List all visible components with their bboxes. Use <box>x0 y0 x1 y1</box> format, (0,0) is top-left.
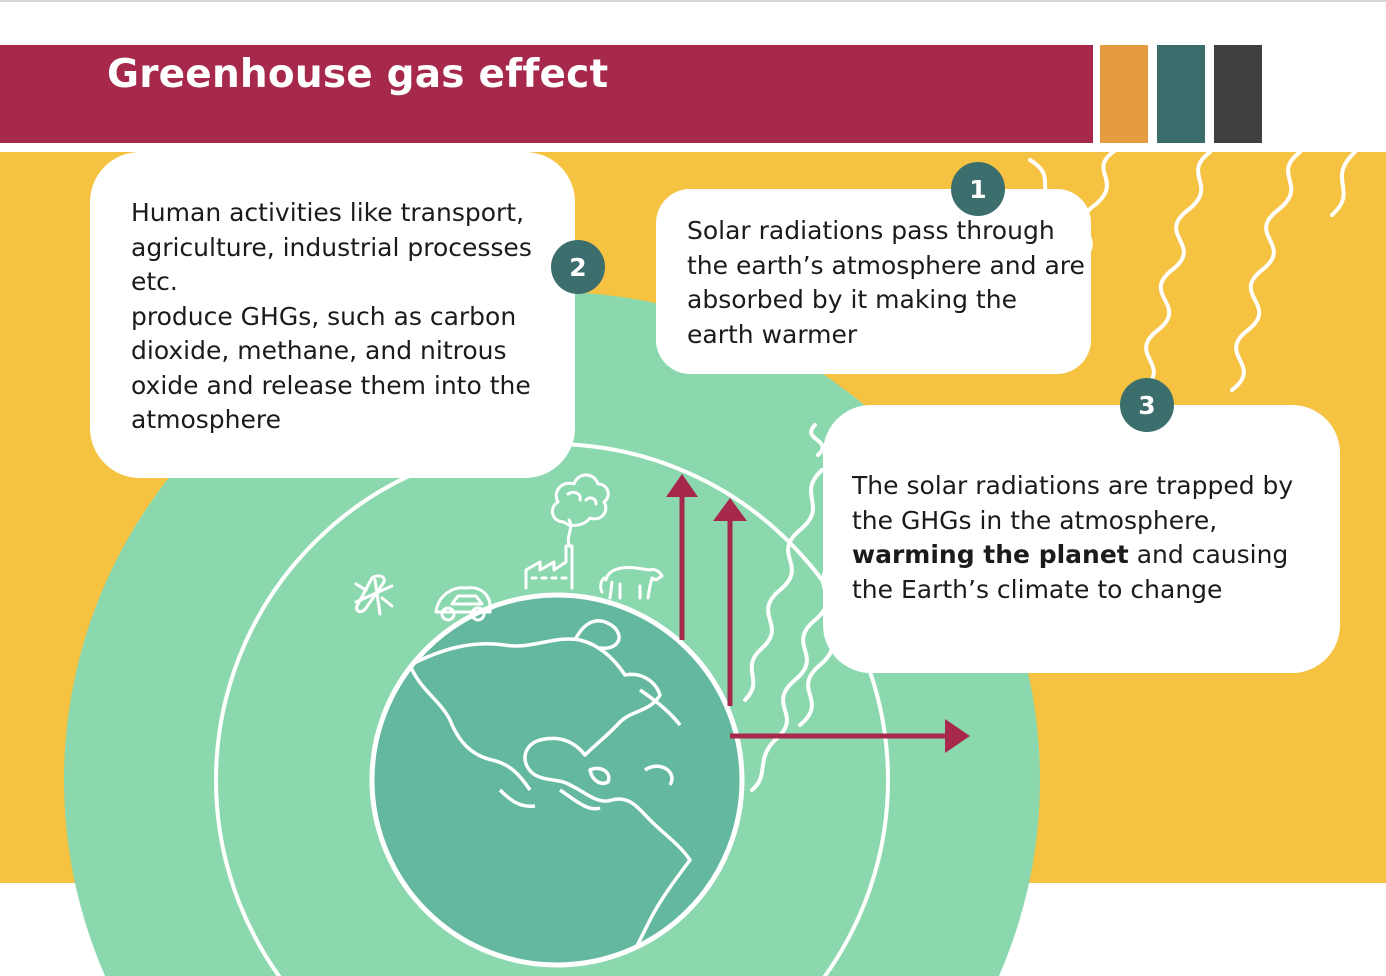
solar-radiation-waves <box>743 148 1357 792</box>
emission-sources <box>354 473 664 622</box>
callout-3-text-end: and causing the Earth’s climate to chang… <box>852 540 1289 604</box>
step-3-badge: 3 <box>1120 378 1174 432</box>
title-bar <box>0 45 1093 143</box>
smoke-cloud-icon <box>550 473 610 527</box>
step-2-badge: 2 <box>551 240 605 294</box>
earth-icon <box>369 592 745 968</box>
top-divider <box>0 0 1386 2</box>
swatch-teal <box>1157 45 1205 143</box>
arrowhead-up-right <box>713 498 747 521</box>
page-title: Greenhouse gas effect <box>107 52 609 97</box>
callout-human-activities: Human activities like transport, agricul… <box>90 152 575 478</box>
callout-solar-radiation: Solar radiations pass through the earth’… <box>656 189 1091 374</box>
swatch-orange <box>1100 45 1148 143</box>
arrowhead-up-left <box>666 474 698 497</box>
callout-1-text: Solar radiations pass through the earth’… <box>687 216 1085 349</box>
callout-3-text-start: The solar radiations are trapped by the … <box>852 471 1294 535</box>
car-icon <box>434 586 492 622</box>
callout-3-text: The solar radiations are trapped by the … <box>852 469 1332 607</box>
callout-trapped-radiation: The solar radiations are trapped by the … <box>823 405 1340 673</box>
plane-icon <box>354 574 394 616</box>
swatch-charcoal <box>1214 45 1262 143</box>
radiation-arrows <box>666 474 970 753</box>
arrowhead-right <box>945 719 970 753</box>
callout-2-line-2: produce GHGs, such as carbon dioxide, me… <box>131 301 531 435</box>
cow-icon <box>599 566 664 600</box>
step-1-badge: 1 <box>951 162 1005 216</box>
callout-3-emphasis: warming the planet <box>852 540 1129 569</box>
factory-icon <box>524 518 574 590</box>
callout-2-line-1: Human activities like transport, agricul… <box>131 198 532 296</box>
